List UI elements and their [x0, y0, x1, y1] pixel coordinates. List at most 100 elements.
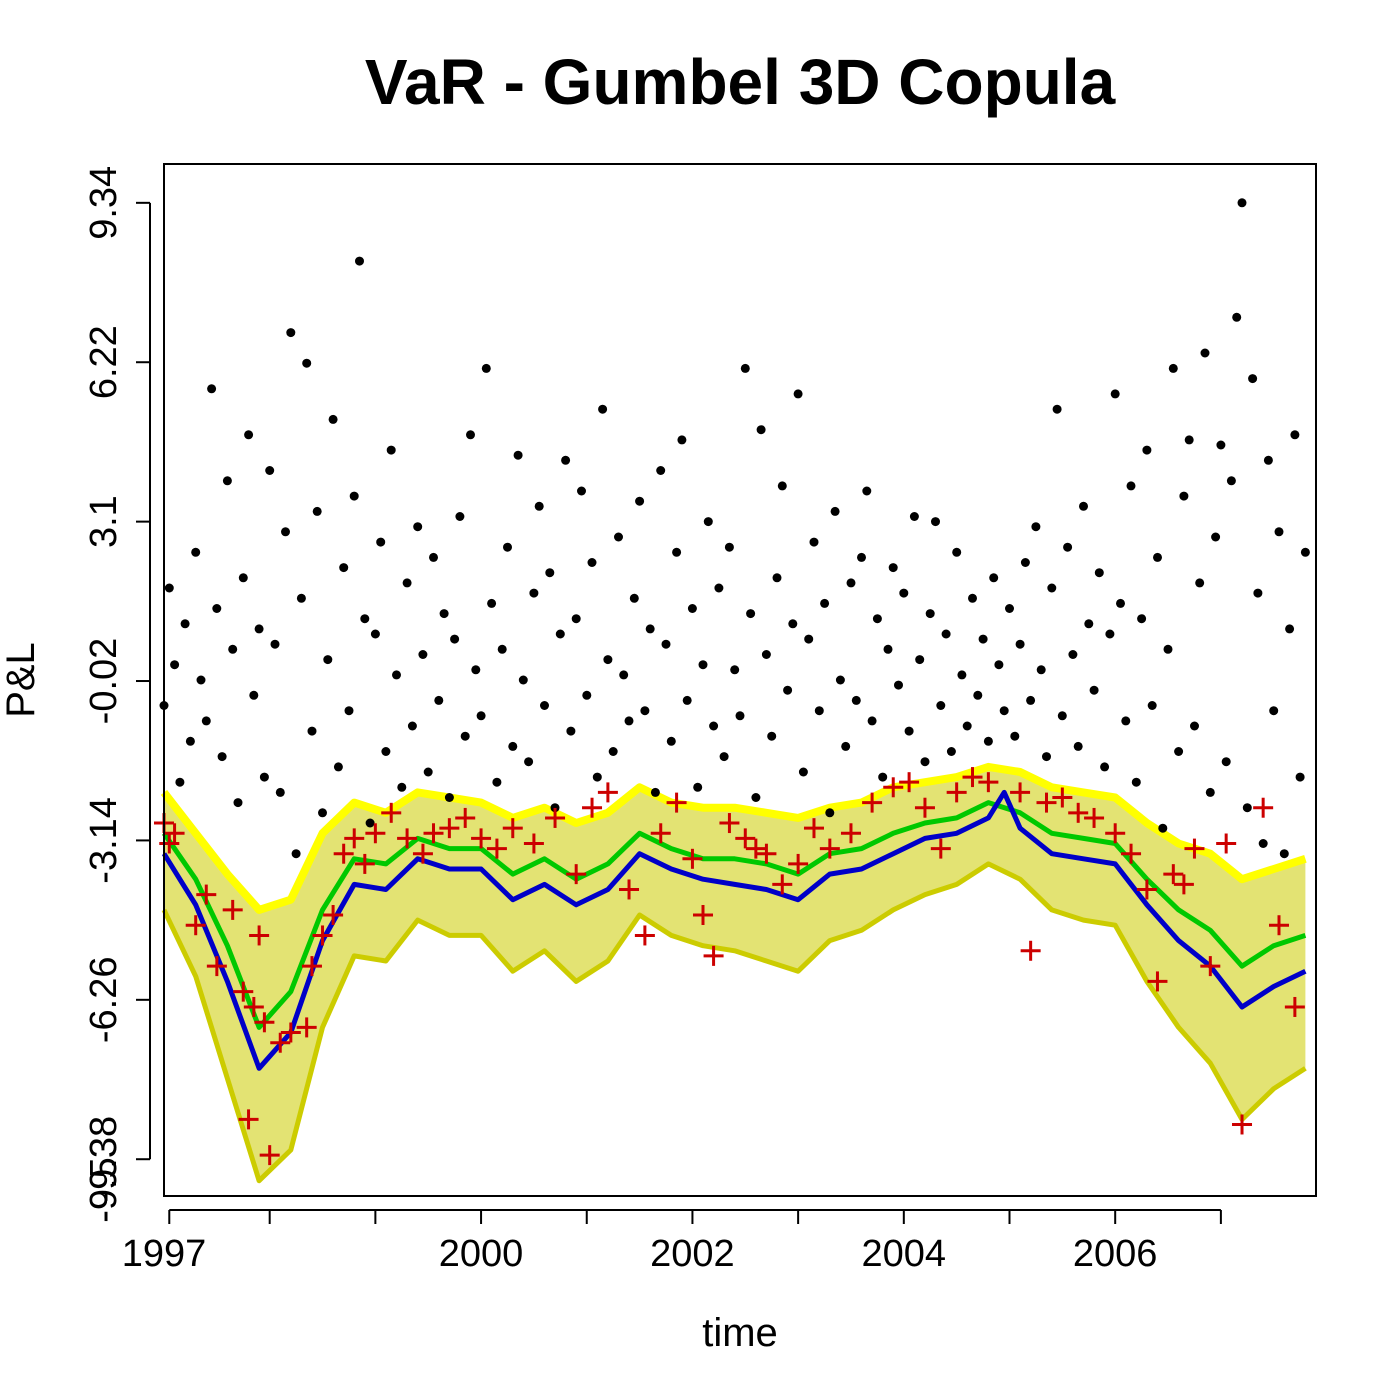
pnl-point: [719, 752, 729, 762]
pnl-point: [175, 777, 185, 787]
pnl-point: [735, 711, 745, 721]
pnl-point: [1089, 685, 1099, 695]
x-tick-label: 1997: [122, 1233, 207, 1275]
pnl-point: [249, 690, 259, 700]
pnl-point: [714, 583, 724, 593]
pnl-point: [577, 486, 586, 496]
pnl-point: [687, 604, 697, 613]
pnl-point: [508, 741, 518, 751]
pnl-point: [999, 706, 1009, 716]
pnl-point: [302, 358, 312, 368]
pnl-point: [1005, 604, 1014, 613]
var-band-lower-line: [161, 861, 1307, 1184]
exceedance-marker: [233, 981, 254, 1002]
pnl-point: [1184, 435, 1194, 445]
pnl-point: [207, 384, 217, 394]
exceedance-marker: [365, 823, 386, 844]
pnl-point: [777, 481, 787, 491]
pnl-point: [846, 578, 856, 588]
exceedance-marker: [301, 956, 322, 977]
pnl-point: [333, 762, 343, 772]
pnl-point: [592, 772, 602, 782]
pnl-point: [1094, 568, 1104, 578]
pnl-point: [1031, 522, 1041, 532]
pnl-point: [476, 711, 486, 721]
pnl-point: [265, 466, 275, 475]
pnl-point: [703, 517, 713, 527]
pnl-point: [635, 496, 645, 506]
pnl-point: [931, 517, 940, 527]
exceedance-marker: [344, 828, 365, 849]
exceedance-marker: [745, 838, 766, 859]
pnl-point: [1079, 501, 1088, 511]
exceedance-marker: [978, 772, 999, 793]
pnl-point: [1020, 558, 1030, 567]
pnl-point: [365, 818, 375, 828]
pnl-point: [1242, 803, 1252, 813]
exceedance-marker: [412, 843, 433, 864]
exceedance-marker: [883, 777, 904, 798]
pnl-point: [624, 716, 634, 726]
pnl-point: [645, 624, 655, 634]
pnl-point: [629, 593, 639, 603]
exceedance-marker: [719, 813, 740, 834]
exceedance-marker: [1232, 1114, 1253, 1135]
pnl-point: [1232, 312, 1242, 322]
x-tick-label: 2000: [439, 1233, 524, 1275]
x-axis-label: time: [702, 1311, 778, 1355]
exceedance-marker: [1010, 782, 1031, 803]
pnl-point: [656, 466, 666, 475]
pnl-point: [983, 736, 993, 746]
pnl-point: [254, 624, 264, 634]
exceedance-marker: [1163, 864, 1184, 885]
pnl-point: [307, 726, 317, 736]
pnl-point: [1010, 731, 1020, 741]
pnl-point: [825, 808, 835, 818]
pnl-point: [756, 425, 766, 435]
pnl-point: [1274, 527, 1284, 537]
pnl-point: [1047, 583, 1057, 593]
pnl-point: [994, 660, 1004, 670]
exceedance-marker: [803, 818, 824, 839]
pnl-point: [841, 741, 851, 751]
exceedance-marker: [666, 792, 687, 813]
exceedance-marker: [788, 853, 809, 874]
pnl-point: [788, 619, 798, 629]
pnl-point: [201, 716, 211, 726]
exceedance-markers: [154, 767, 1305, 1166]
pnl-point: [946, 747, 956, 756]
exceedance-marker: [1184, 838, 1205, 859]
pnl-point: [1068, 650, 1078, 659]
exceedance-marker: [243, 996, 264, 1017]
pnl-point: [1052, 404, 1062, 414]
pnl-point: [698, 660, 708, 670]
y-tick-label: -9.38: [83, 1116, 125, 1203]
pnl-point: [423, 767, 433, 777]
exceedance-marker: [772, 874, 793, 895]
pnl-point: [925, 609, 935, 619]
pnl-point: [677, 435, 687, 445]
pnl-point: [724, 542, 734, 552]
var-bands: [160, 762, 1307, 1184]
exceedance-marker: [185, 915, 206, 936]
pnl-point: [270, 639, 280, 649]
pnl-point: [862, 486, 872, 496]
var-band-green-line: [161, 800, 1307, 1030]
exceedance-marker: [899, 772, 920, 793]
exceedance-marker: [439, 818, 460, 839]
pnl-point: [561, 455, 571, 465]
pnl-point: [920, 757, 930, 767]
exceedance-marker: [962, 767, 983, 788]
exceedance-marker: [1036, 792, 1057, 813]
pnl-point: [540, 701, 549, 710]
pnl-point: [170, 660, 180, 670]
exceedance-marker: [455, 807, 476, 828]
pnl-point: [1216, 440, 1226, 450]
pnl-point: [397, 782, 407, 792]
exceedance-marker: [634, 925, 655, 946]
exceedance-marker: [1084, 807, 1105, 828]
exceedance-marker: [1284, 996, 1305, 1017]
pnl-point: [555, 629, 565, 639]
pnl-point: [244, 430, 254, 440]
